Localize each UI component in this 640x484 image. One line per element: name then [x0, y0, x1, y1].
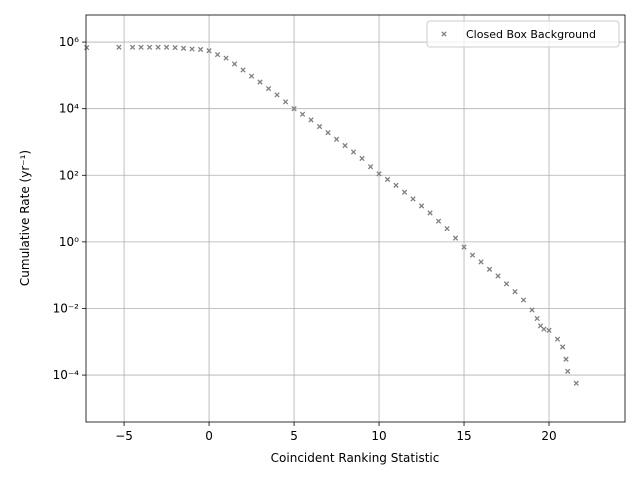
data-point [248, 73, 255, 79]
data-point [469, 252, 476, 258]
data-point [427, 210, 433, 216]
data-point [367, 164, 374, 170]
x-tick-label: 20 [541, 429, 556, 443]
data-point [214, 51, 221, 58]
data-point [418, 203, 425, 209]
x-tick-label: 15 [456, 429, 471, 443]
data-point [554, 336, 561, 342]
data-point [384, 176, 391, 183]
data-point [129, 44, 136, 50]
x-tick-label: 10 [371, 429, 386, 443]
plot-frame [85, 14, 626, 423]
data-point [282, 99, 289, 105]
data-point [461, 244, 467, 250]
data-point [563, 356, 569, 362]
data-point [257, 79, 263, 85]
data-point [299, 111, 306, 117]
y-tick-label: 10⁶ [59, 35, 79, 49]
y-tick-label: 10⁰ [59, 235, 79, 249]
data-point [565, 368, 571, 374]
data-point [265, 85, 272, 92]
data-point [146, 44, 153, 50]
data-point [503, 281, 510, 287]
data-point [325, 130, 331, 136]
data-point [401, 189, 408, 195]
data-point [376, 171, 382, 177]
data-point [573, 380, 579, 386]
data-point [452, 235, 459, 241]
data-point [84, 44, 90, 51]
data-point [478, 259, 484, 265]
data-point [444, 225, 450, 232]
data-point [308, 117, 314, 123]
legend-label: Closed Box Background [466, 28, 596, 41]
data-point [197, 46, 204, 53]
legend-box [426, 20, 620, 48]
x-tick-label: 0 [205, 429, 213, 443]
data-point [138, 44, 144, 50]
y-tick-label: 10² [59, 168, 79, 182]
data-point [291, 106, 297, 112]
data-point [206, 48, 212, 54]
legend: Closed Box Background [426, 20, 620, 48]
data-point [546, 327, 552, 334]
data-point [180, 45, 187, 51]
data-point [410, 196, 416, 202]
data-point [359, 155, 365, 162]
data-point [393, 182, 399, 188]
x-axis-label: Coincident Ranking Statistic [271, 451, 440, 465]
data-point [486, 266, 493, 272]
y-tick-label: 10⁴ [59, 102, 79, 116]
data-point [541, 326, 547, 332]
data-point [520, 297, 527, 303]
x-tick-label: −5 [115, 429, 133, 443]
data-point [512, 288, 518, 295]
data-point [350, 149, 357, 155]
data-point [342, 142, 348, 149]
data-point [189, 46, 195, 52]
y-axis-label: Cumulative Rate (yr⁻¹) [18, 150, 32, 286]
data-point [316, 123, 323, 130]
x-tick-label: 5 [290, 429, 298, 443]
data-point [529, 307, 535, 313]
data-point [495, 273, 501, 279]
y-tick-label: 10⁻⁴ [53, 368, 80, 382]
data-point [559, 344, 566, 350]
data-point [172, 44, 178, 51]
data-point [155, 44, 161, 50]
data-point [435, 218, 442, 224]
data-point [163, 44, 170, 50]
data-point [333, 136, 340, 142]
data-point [240, 67, 246, 73]
y-tick-label: 10⁻² [53, 301, 80, 315]
legend-marker [441, 31, 447, 37]
data-point [223, 55, 229, 61]
data-point [231, 61, 238, 67]
data-point [534, 315, 540, 322]
data-point [274, 92, 280, 98]
data-point [116, 44, 122, 50]
